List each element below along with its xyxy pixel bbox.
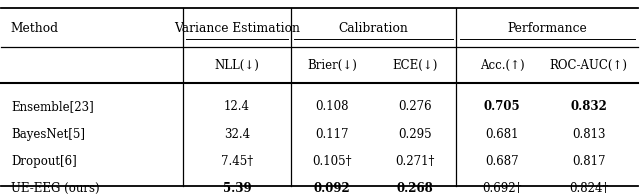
Text: ROC-AUC(↑): ROC-AUC(↑) [550,59,628,72]
Text: 0.295: 0.295 [398,128,432,141]
Text: 7.45†: 7.45† [221,155,253,168]
Text: Dropout[6]: Dropout[6] [11,155,77,168]
Text: 0.681: 0.681 [485,128,518,141]
Text: Performance: Performance [508,22,587,35]
Text: Ensemble[23]: Ensemble[23] [11,100,93,113]
Text: 5.39: 5.39 [223,182,251,195]
Text: 0.824†: 0.824† [569,182,609,195]
Text: 0.817: 0.817 [572,155,605,168]
Text: 0.105†: 0.105† [312,155,352,168]
Text: Acc.(↑): Acc.(↑) [479,59,524,72]
Text: 0.692†: 0.692† [482,182,522,195]
Text: Method: Method [11,22,59,35]
Text: 0.687: 0.687 [485,155,519,168]
Text: 0.276: 0.276 [398,100,432,113]
Text: 0.268: 0.268 [397,182,433,195]
Text: UE-EEG (ours): UE-EEG (ours) [11,182,100,195]
Text: Brier(↓): Brier(↓) [307,59,357,72]
Text: 12.4: 12.4 [224,100,250,113]
Text: 0.271†: 0.271† [396,155,435,168]
Text: 0.117: 0.117 [316,128,349,141]
Text: ECE(↓): ECE(↓) [392,59,438,72]
Text: 0.832: 0.832 [570,100,607,113]
Text: Variance Estimation: Variance Estimation [174,22,300,35]
Text: Calibration: Calibration [339,22,408,35]
Text: 0.813: 0.813 [572,128,605,141]
Text: 0.108: 0.108 [316,100,349,113]
Text: 32.4: 32.4 [224,128,250,141]
Text: 0.092: 0.092 [314,182,351,195]
Text: 0.705: 0.705 [484,100,520,113]
Text: NLL(↓): NLL(↓) [214,59,259,72]
Text: BayesNet[5]: BayesNet[5] [11,128,85,141]
